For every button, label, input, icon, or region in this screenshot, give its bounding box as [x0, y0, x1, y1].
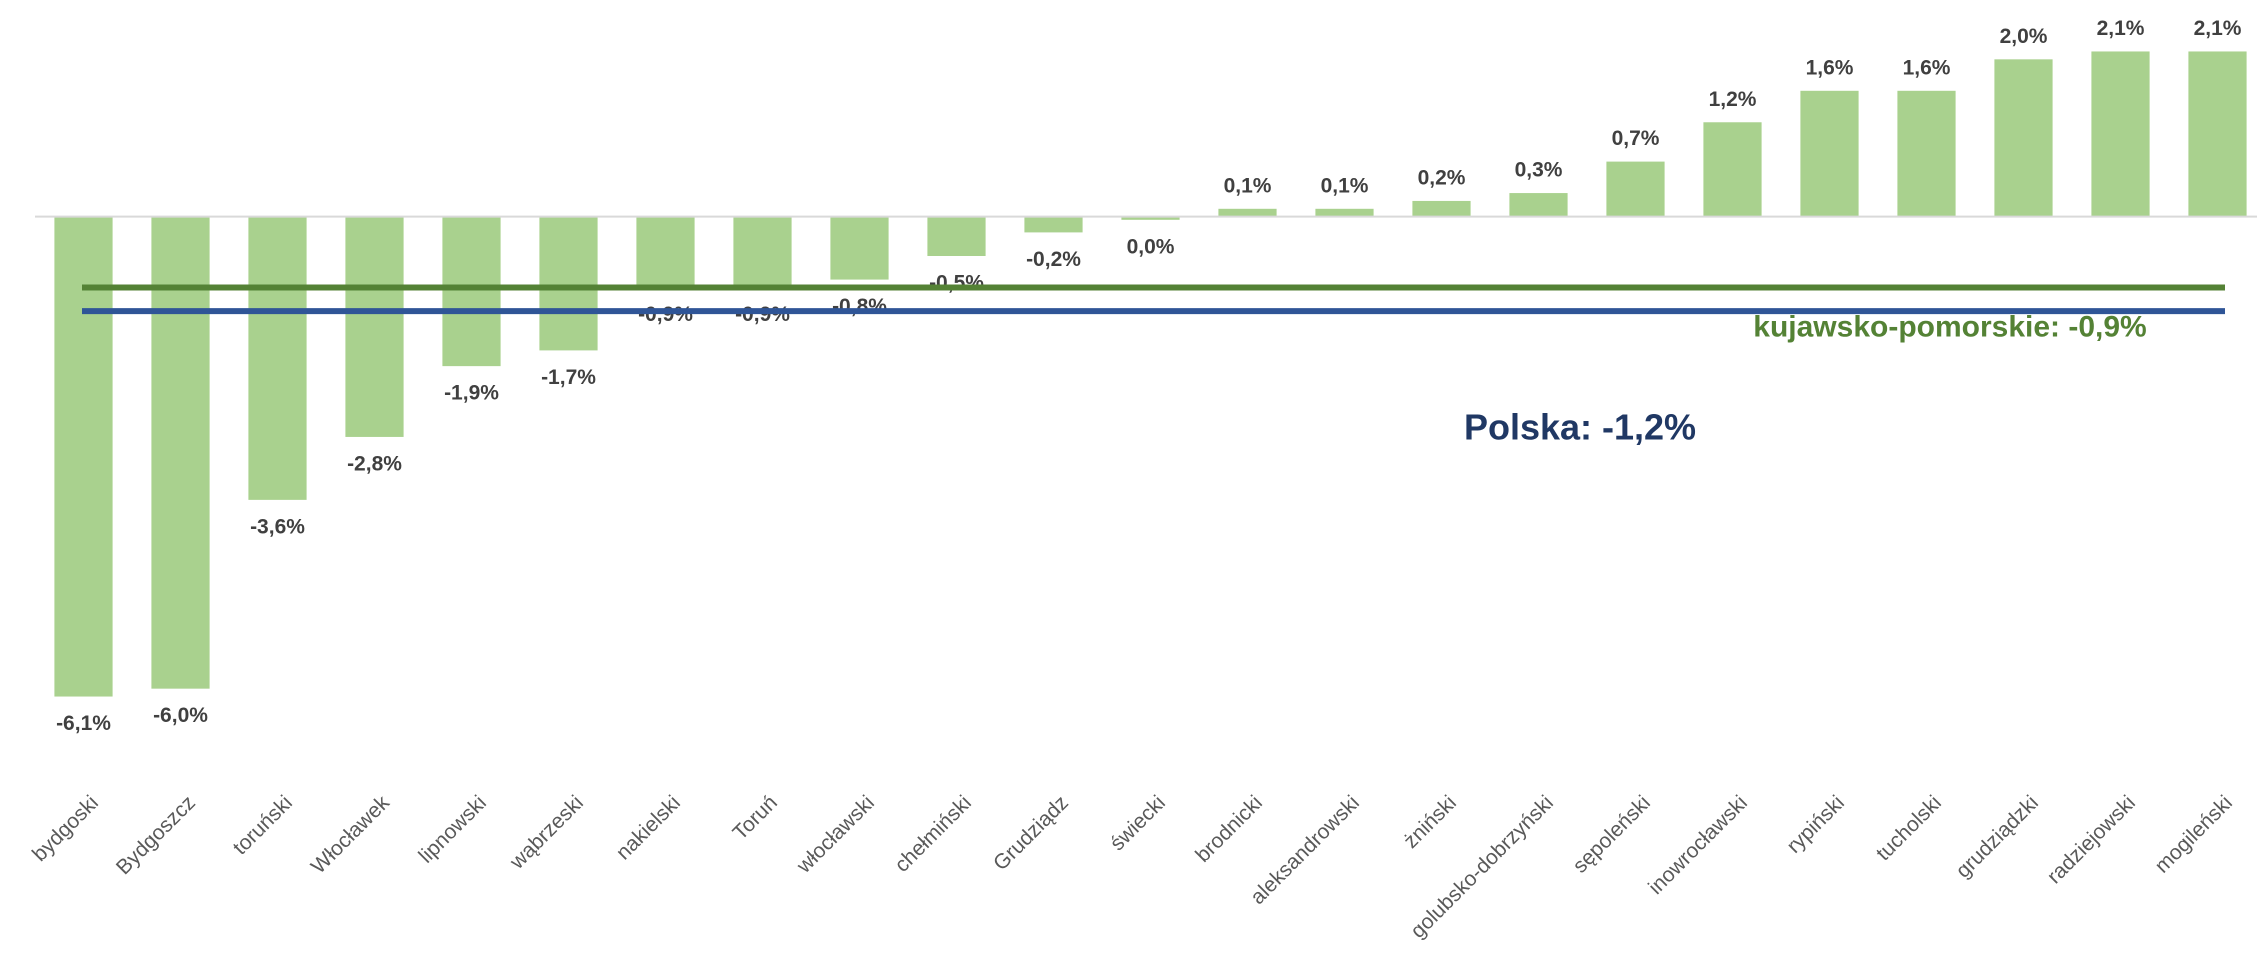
x-tick-label: inowrocławski	[1644, 791, 1752, 899]
x-tick-label: rypiński	[1782, 791, 1849, 858]
x-tick-label: radziejowski	[2043, 791, 2140, 888]
bar	[2188, 51, 2247, 217]
bar	[2091, 51, 2150, 217]
bar	[1703, 122, 1762, 217]
x-tick-label: tucholski	[1872, 791, 1946, 865]
reference-label: Polska: -1,2%	[1464, 407, 1696, 448]
data-label: -0,5%	[929, 272, 984, 295]
x-tick-label: nakielski	[612, 791, 685, 864]
bar	[636, 216, 695, 288]
x-tick-label: brodnicki	[1191, 791, 1267, 867]
x-tick-label: Bydgoszcz	[112, 791, 200, 879]
x-tick-label: bydgoski	[28, 791, 103, 866]
bar	[1606, 161, 1665, 217]
x-tick-label: włocławski	[792, 791, 879, 878]
bar	[1800, 90, 1859, 217]
bar	[927, 216, 986, 256]
x-tick-label: toruński	[229, 791, 297, 859]
bar	[442, 216, 501, 367]
data-label: -2,8%	[347, 452, 402, 475]
bar	[345, 216, 404, 437]
x-tick-label: Toruń	[729, 791, 782, 844]
data-label: 1,6%	[1806, 56, 1854, 79]
data-label: 0,0%	[1127, 235, 1175, 258]
bar	[830, 216, 889, 280]
x-tick-label: grudziądzki	[1952, 791, 2043, 882]
data-label: 2,1%	[2194, 17, 2242, 40]
x-tick-label: Grudziądz	[989, 791, 1073, 875]
data-label: -6,1%	[56, 712, 111, 735]
data-label: -0,2%	[1026, 248, 1081, 271]
data-label: 0,1%	[1224, 174, 1272, 197]
data-label: 1,2%	[1709, 88, 1757, 111]
data-label: 0,2%	[1418, 166, 1466, 189]
bar	[151, 216, 210, 689]
bar	[1024, 216, 1083, 233]
data-label: -0,9%	[735, 303, 790, 326]
reference-label: kujawsko-pomorskie: -0,9%	[1753, 310, 2146, 343]
data-label: -0,9%	[638, 303, 693, 326]
x-tick-label: żniński	[1399, 791, 1461, 853]
bar	[539, 216, 598, 351]
bar	[1509, 193, 1568, 217]
data-label: 1,6%	[1903, 56, 1951, 79]
x-tick-label: świecki	[1106, 791, 1170, 855]
x-tick-label: wąbrzeski	[505, 791, 588, 874]
x-tick-label: chełmiński	[890, 791, 976, 877]
data-label: -1,7%	[541, 366, 596, 389]
bar	[54, 216, 113, 697]
data-label: 2,0%	[2000, 25, 2048, 48]
data-label: 0,1%	[1321, 174, 1369, 197]
x-tick-label: lipnowski	[414, 791, 491, 868]
data-label: -6,0%	[153, 704, 208, 727]
data-label: 2,1%	[2097, 17, 2145, 40]
data-label: 0,3%	[1515, 159, 1563, 182]
data-label: -1,9%	[444, 382, 499, 405]
bar	[248, 216, 307, 500]
data-label: -0,8%	[832, 295, 887, 318]
bar	[1412, 200, 1471, 217]
bar	[1121, 216, 1180, 220]
data-label: -3,6%	[250, 515, 305, 538]
x-tick-label: mogileński	[2151, 791, 2237, 877]
bar	[1218, 208, 1277, 217]
bar	[1315, 208, 1374, 217]
bar	[1994, 59, 2053, 217]
x-tick-label: Włocławek	[307, 791, 395, 879]
data-label: 0,7%	[1612, 127, 1660, 150]
bar	[733, 216, 792, 288]
x-tick-label: sępoleński	[1569, 791, 1655, 877]
bar	[1897, 90, 1956, 217]
